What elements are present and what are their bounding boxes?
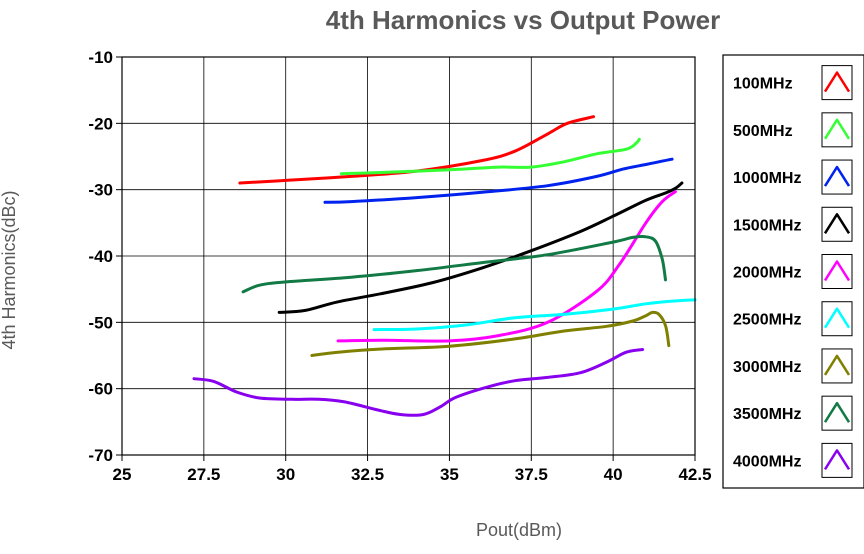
x-tick-label: 37.5: [515, 465, 548, 484]
legend-label-3000mhz: 3000MHz: [733, 359, 801, 376]
legend-swatch-2000mhz: [821, 254, 853, 289]
series-line-1500mhz: [277, 181, 684, 314]
series-line-2500mhz: [372, 298, 697, 332]
legend-line-1500mhz: [823, 213, 851, 234]
y-tick-label: -30: [88, 181, 113, 200]
series-line-4000mhz: [192, 348, 645, 417]
x-tick-label: 42.5: [678, 465, 711, 484]
x-tick-label: 35: [440, 465, 459, 484]
legend-swatch-3000mhz: [821, 348, 853, 384]
legend-line-3500mhz: [823, 401, 851, 423]
legend-label-500mhz: 500MHz: [733, 123, 793, 140]
y-axis-label: 4th Harmonics(dBc): [0, 190, 19, 349]
series-line-500mhz: [339, 137, 641, 176]
x-tick-label: 30: [276, 465, 295, 484]
chart-title: 4th Harmonics vs Output Power: [326, 5, 720, 35]
legend-label-4000mhz: 4000MHz: [733, 453, 801, 470]
legend-label-1000mhz: 1000MHz: [733, 170, 801, 187]
series-line-3500mhz: [241, 234, 667, 294]
ticks: 25 27.5 30 32.5 35 37.5 40 42.5 -10 -20 -30 -40 -50 -…: [88, 48, 711, 484]
legend-line-4000mhz: [823, 449, 851, 471]
legend-swatch-4000mhz: [821, 442, 853, 478]
y-tick-label: -10: [88, 48, 113, 67]
x-axis-label: Pout(dBm): [476, 520, 562, 540]
y-tick-label: -60: [88, 380, 113, 399]
x-tick-label: 32.5: [351, 465, 384, 484]
legend-swatch-2500mhz: [821, 301, 853, 337]
x-tick-label: 40: [604, 465, 623, 484]
grid: [121, 56, 696, 456]
legend-swatch-3500mhz: [821, 395, 853, 431]
legend-label-2500mhz: 2500MHz: [733, 312, 801, 329]
series-line-100mhz: [238, 115, 595, 185]
y-tick-label: -70: [88, 446, 113, 465]
legend-line-3000mhz: [823, 354, 851, 376]
legend-label-100mhz: 100MHz: [733, 76, 793, 93]
legend-swatch-500mhz: [821, 112, 853, 148]
y-tick-label: -50: [88, 313, 113, 332]
legend-swatch-100mhz: [821, 65, 853, 101]
series-line-1000mhz: [323, 157, 674, 204]
legend-label-1500mhz: 1500MHz: [733, 217, 801, 234]
legend-label-3500mhz: 3500MHz: [733, 406, 801, 423]
legend: 100MHz 500MHz 1000MHz 1500MHz 2000MHz 2500MHz…: [722, 54, 864, 489]
legend-line-2000mhz: [823, 260, 851, 282]
legend-line-2500mhz: [823, 307, 851, 329]
legend-swatch-1000mhz: [821, 159, 853, 195]
x-tick-label: 27.5: [187, 465, 220, 484]
legend-line-500mhz: [823, 118, 851, 140]
y-tick-label: -20: [88, 114, 113, 133]
y-tick-label: -40: [88, 247, 113, 266]
x-tick-label: 25: [113, 465, 132, 484]
legend-label-2000mhz: 2000MHz: [733, 265, 801, 282]
series-line-2000mhz: [336, 190, 677, 343]
series-layer: [192, 115, 697, 417]
legend-swatch-1500mhz: [821, 206, 853, 242]
legend-line-1000mhz: [823, 165, 851, 187]
legend-line-100mhz: [823, 71, 851, 93]
series-line-3000mhz: [310, 310, 671, 357]
